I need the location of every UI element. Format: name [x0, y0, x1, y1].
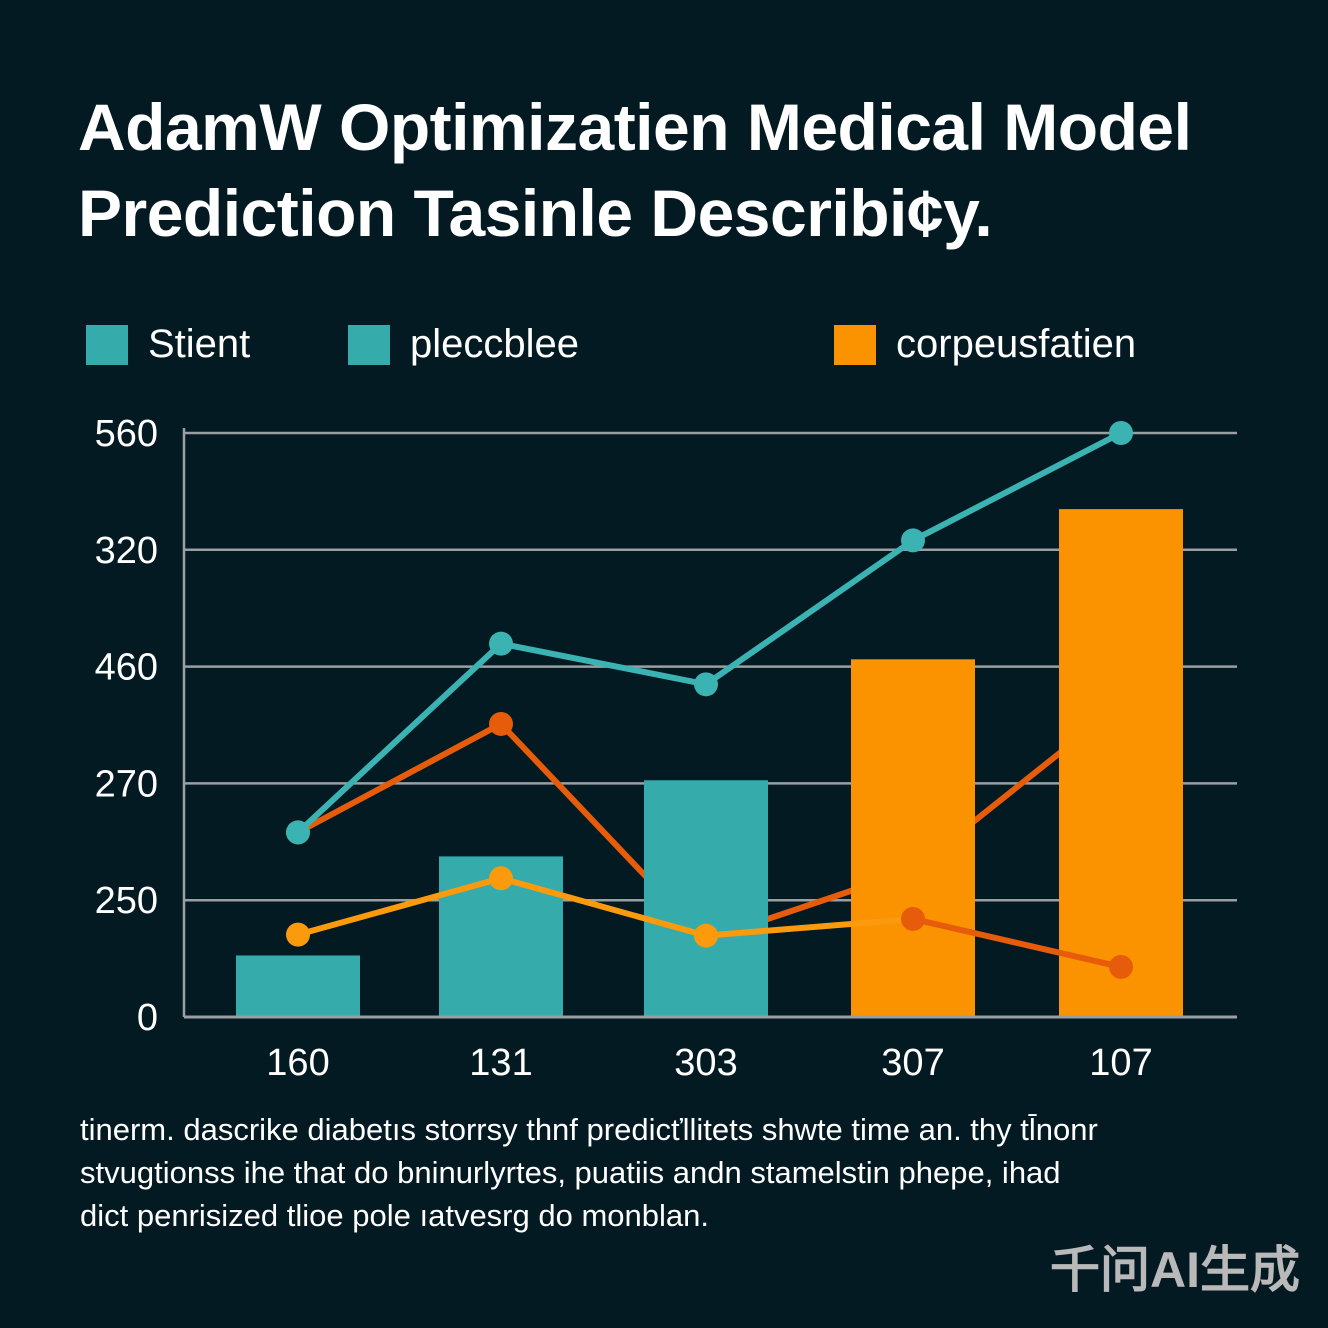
- x-tick-label: 160: [266, 1042, 329, 1084]
- caption-line: tinerm. dascrike diabetıs storrsy thnf p…: [80, 1112, 1098, 1147]
- legend-swatch: [834, 324, 876, 365]
- chart-title: AdamW Optimizatien Medical Model Predict…: [78, 84, 1192, 256]
- y-tick-label: 560: [95, 413, 158, 455]
- legend: Stient pleccblee corpeusfatien: [0, 322, 1328, 366]
- data-point: [489, 631, 513, 656]
- data-point: [1109, 954, 1133, 979]
- series-line: [912, 916, 1122, 970]
- data-point: [489, 711, 513, 736]
- caption-line: stvugtionss ihe that do bninurlyrtes, pu…: [80, 1155, 1061, 1190]
- data-point: [489, 866, 513, 891]
- y-tick-label: 320: [95, 530, 158, 572]
- y-tick-label: 460: [95, 647, 158, 689]
- legend-label: pleccblee: [410, 322, 580, 366]
- y-tick-label: 0: [137, 997, 158, 1039]
- bar: [236, 955, 360, 1017]
- caption-line: dict penrisized tlioe pole ıatvesrg do m…: [80, 1198, 709, 1233]
- data-point: [694, 923, 718, 948]
- series-line: [297, 875, 914, 939]
- series-line: [295, 430, 1123, 835]
- data-point: [901, 528, 925, 553]
- legend-label: corpeusfatien: [896, 322, 1137, 366]
- data-point: [286, 922, 310, 947]
- x-tick-label: 131: [469, 1042, 532, 1084]
- bar: [644, 780, 768, 1017]
- y-tick-label: 270: [95, 763, 158, 805]
- x-tick-label: 307: [881, 1042, 944, 1084]
- y-tick-label: 250: [95, 880, 158, 922]
- legend-item: corpeusfatien: [834, 322, 1136, 367]
- legend-item: pleccblee: [348, 322, 579, 367]
- data-point: [901, 906, 925, 931]
- x-tick-label: 107: [1089, 1042, 1152, 1084]
- x-tick-label: 303: [674, 1042, 737, 1084]
- title-line-2: Prediction Tasinle Describi¢y.: [78, 176, 993, 250]
- legend-item: Stient: [86, 322, 250, 367]
- title-line-1: AdamW Optimizatien Medical Model: [78, 90, 1192, 164]
- data-point: [286, 820, 310, 845]
- data-point: [1109, 421, 1133, 445]
- data-point: [694, 672, 718, 697]
- legend-swatch: [86, 324, 128, 365]
- legend-swatch: [348, 324, 390, 365]
- caption: tinerm. dascrike diabetıs storrsy thnf p…: [80, 1108, 1260, 1237]
- bar: [1059, 509, 1183, 1017]
- legend-label: Stient: [148, 322, 251, 366]
- watermark: 千问AI生成: [1050, 1242, 1300, 1298]
- bar: [851, 659, 975, 1017]
